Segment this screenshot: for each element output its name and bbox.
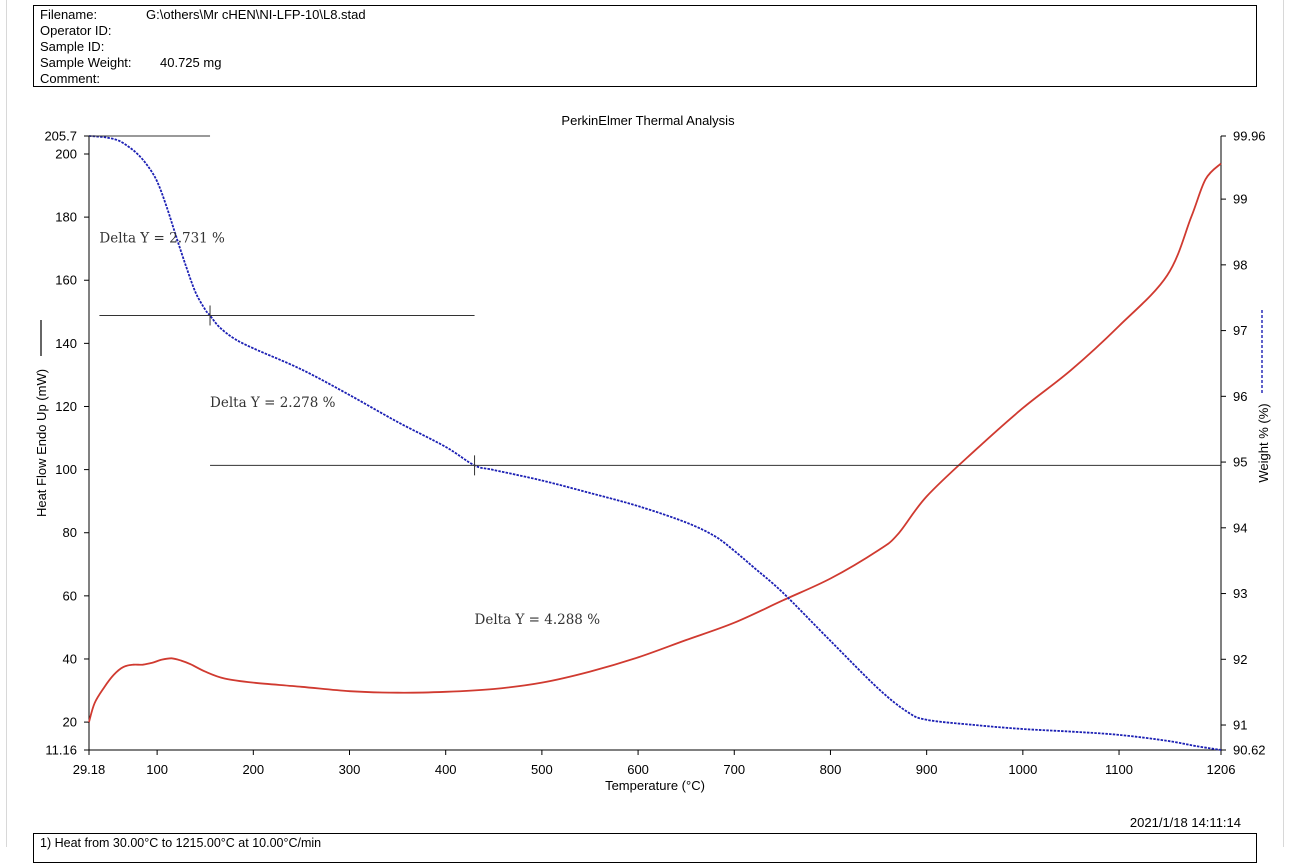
x-tick-label: 400: [435, 762, 457, 777]
y-right-tick-label: 98: [1233, 257, 1247, 272]
chart-title: PerkinElmer Thermal Analysis: [561, 113, 735, 128]
x-tick-label: 300: [339, 762, 361, 777]
page-frame: [6, 0, 1284, 847]
y-left-tick-label: 100: [55, 462, 77, 477]
sample-id-label: Sample ID:: [40, 39, 105, 54]
y-left-tick-label: 205.7: [44, 129, 77, 144]
sample-weight-value: 40.725 mg: [160, 55, 222, 70]
timestamp: 2021/1/18 14:11:14: [1129, 815, 1241, 830]
delta-y-annotation: Delta Y = 2.278 %: [210, 395, 336, 411]
y-right-tick-label: 97: [1233, 323, 1247, 338]
y-left-tick-label: 80: [63, 525, 77, 540]
weight-percent-curve: [88, 135, 1222, 751]
sample-info-box: Filename: G:\others\Mr cHEN\NI-LFP-10\L8…: [33, 5, 1257, 87]
heat-flow-curve: [88, 162, 1222, 723]
x-tick-label: 800: [820, 762, 842, 777]
y-left-tick-label: 40: [63, 651, 77, 666]
x-tick-label: 100: [146, 762, 168, 777]
delta-y-annotation: Delta Y = 2.731 %: [99, 231, 225, 247]
x-tick-label: 1000: [1008, 762, 1037, 777]
y-right-tick-label: 90.62: [1233, 743, 1266, 758]
x-tick-label: 900: [916, 762, 938, 777]
filename-label: Filename:: [40, 7, 98, 22]
operator-id-label: Operator ID:: [40, 23, 112, 38]
y-left-tick-label: 140: [55, 336, 77, 351]
y-left-axis-title: Heat Flow Endo Up (mW): [34, 369, 49, 517]
y-left-tick-label: 60: [63, 588, 77, 603]
x-tick-label: 600: [627, 762, 649, 777]
x-tick-label: 29.18: [73, 762, 106, 777]
y-left-tick-label: 160: [55, 273, 77, 288]
filename-value: G:\others\Mr cHEN\NI-LFP-10\L8.stad: [146, 7, 366, 22]
y-right-tick-label: 93: [1233, 586, 1247, 601]
method-steps-box: 1) Heat from 30.00°C to 1215.00°C at 10.…: [33, 833, 1257, 863]
x-tick-label: 1100: [1105, 762, 1133, 777]
y-left-tick-label: 11.16: [45, 743, 77, 758]
y-right-tick-label: 92: [1233, 652, 1247, 667]
comment-label: Comment:: [40, 71, 100, 86]
sample-weight-label: Sample Weight:: [40, 55, 132, 70]
y-right-tick-label: 95: [1233, 455, 1247, 470]
y-left-tick-label: 20: [63, 715, 77, 730]
y-left-tick-label: 180: [55, 210, 77, 225]
x-tick-label: 500: [531, 762, 553, 777]
thermal-analysis-chart: PerkinElmer Thermal Analysis 29.18 100 200…: [34, 113, 1271, 793]
y-left-tick-label: 120: [55, 399, 77, 414]
y-right-tick-label: 99: [1233, 192, 1247, 207]
y-right-tick-label: 96: [1233, 389, 1247, 404]
x-tick-label: 1206: [1207, 762, 1236, 777]
delta-y-annotation: Delta Y = 4.288 %: [475, 612, 601, 628]
y-right-tick-label: 99.96: [1233, 129, 1266, 144]
x-tick-label: 700: [723, 762, 745, 777]
method-step-1: 1) Heat from 30.00°C to 1215.00°C at 10.…: [40, 836, 322, 850]
y-left-tick-label: 200: [55, 146, 77, 161]
y-right-tick-label: 94: [1233, 520, 1247, 535]
y-right-axis-title: Weight % (%): [1256, 403, 1271, 482]
x-axis-title: Temperature (°C): [605, 778, 705, 793]
x-tick-label: 200: [242, 762, 264, 777]
y-right-tick-label: 91: [1233, 718, 1247, 733]
